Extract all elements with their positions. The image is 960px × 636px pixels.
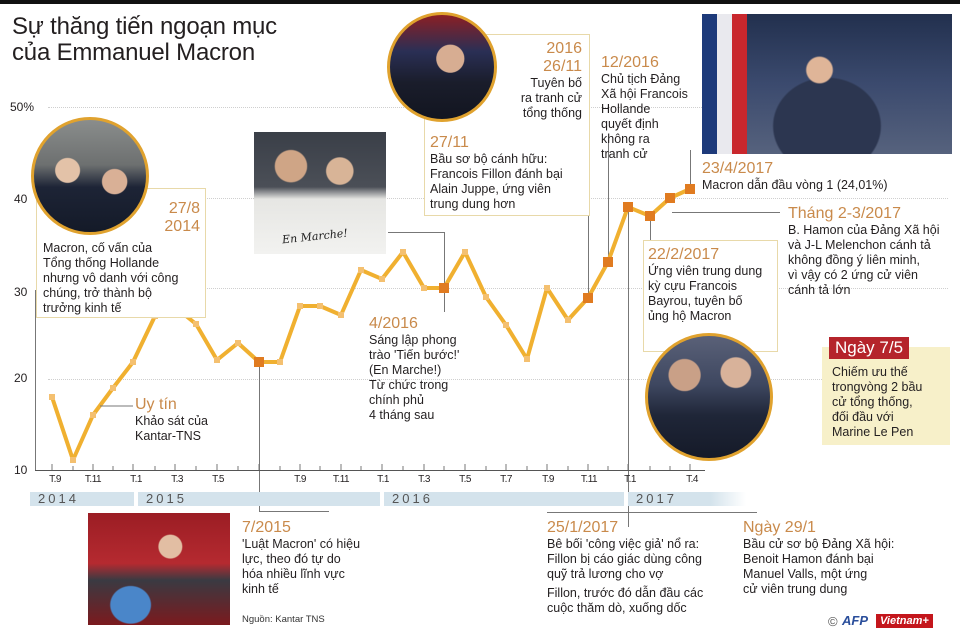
- event-2017-05: Chiếm ưu thế trongvòng 2 bầu cử tổng thố…: [832, 365, 923, 439]
- x-label: T.9: [49, 474, 61, 485]
- x-label: T.9: [294, 474, 306, 485]
- y-tick-20: 20: [14, 371, 28, 385]
- x-label: T.11: [84, 474, 102, 485]
- event-box-2017-05: [822, 347, 950, 445]
- event-2017-02-03: Tháng 2-3/2017 B. Hamon của Đảng Xã hội …: [788, 205, 940, 297]
- event-2017-04: 23/4/2017 Macron dẫn đầu vòng 1 (24,01%): [702, 160, 888, 192]
- gridline-30: [48, 288, 948, 289]
- connector-2015-h: [259, 511, 329, 512]
- vietnamplus-logo: Vietnam+: [876, 614, 933, 628]
- photo-macron-announce: [387, 12, 497, 122]
- event-date-2017-05: Ngày 7/5: [829, 337, 910, 359]
- x-label: T.5: [212, 474, 224, 485]
- x-label: T.4: [686, 474, 698, 485]
- series-legend: Uy tín Khảo sát của Kantar-TNS: [135, 396, 208, 443]
- connector-2016-04: [444, 232, 445, 312]
- event-2017-02: 22/2/2017 Ứng viên trung dung kỳ cựu Fra…: [648, 246, 763, 323]
- x-label: T.11: [332, 474, 350, 485]
- title-line-2: của Emmanuel Macron: [12, 39, 255, 66]
- year-bar-2017: 2017: [628, 492, 746, 506]
- photo-macron-assembly: [88, 513, 230, 625]
- connector-2014: [35, 290, 36, 470]
- gridline-20: [48, 379, 948, 380]
- event-2016-04: 4/2016 Sáng lập phong trào 'Tiến bước!' …: [369, 315, 460, 422]
- en-marche-shirt-text: En Marche!: [281, 226, 349, 247]
- connector-2017-02: [650, 216, 651, 240]
- y-tick-30: 30: [14, 285, 28, 299]
- connector-2017-01-h: [547, 512, 757, 513]
- photo-en-marche: En Marche!: [254, 132, 386, 254]
- event-2016-11-27: 27/11 Bầu sơ bộ cánh hữu: Francois Fillo…: [430, 134, 563, 211]
- event-2017-01-25: 25/1/2017 Bê bối 'công việc giả' nổ ra: …: [547, 519, 704, 615]
- event-2017-01-29: Ngày 29/1 Bầu cử sơ bộ Đảng Xã hội: Beno…: [743, 519, 895, 596]
- page-title: Sự thăng tiến ngoạn mục của Emmanuel Mac…: [12, 14, 277, 66]
- title-line-1: Sự thăng tiến ngoạn mục: [12, 13, 277, 40]
- year-bar-2015: 2015: [138, 492, 380, 506]
- photo-macron-hollande: [31, 117, 149, 235]
- event-2015: 7/2015 'Luật Macron' có hiệu lực, theo đ…: [242, 519, 361, 596]
- copyright-icon: ©: [828, 614, 838, 629]
- x-label: T.3: [171, 474, 183, 485]
- source-note: Nguồn: Kantar TNS: [242, 614, 325, 625]
- event-2016-12: 12/2016 Chủ tịch Đảng Xã hội Francois Ho…: [601, 54, 688, 161]
- x-label: T.1: [130, 474, 142, 485]
- connector-2017-01: [628, 207, 629, 527]
- afp-logo: AFP: [842, 613, 868, 628]
- connector-2017-04: [690, 150, 691, 190]
- x-label: T.11: [580, 474, 598, 485]
- y-tick-10: 10: [14, 463, 28, 477]
- y-tick-50: 50%: [10, 100, 35, 114]
- x-label: T.3: [418, 474, 430, 485]
- event-date-2014: 27/8 2014: [164, 200, 200, 235]
- x-label: T.9: [542, 474, 554, 485]
- connector-2016-12: [608, 140, 609, 265]
- connector-2017-23: [672, 212, 780, 213]
- x-label: T.5: [459, 474, 471, 485]
- connector-2016-11: [588, 215, 589, 300]
- x-label: T.1: [624, 474, 636, 485]
- series-title: Uy tín: [135, 396, 177, 413]
- event-2016-11-26: 2016 26/11 Tuyên bố ra tranh cử tổng thố…: [520, 40, 582, 120]
- year-bar-2016: 2016: [384, 492, 624, 506]
- x-axis-ticks: [51, 464, 691, 470]
- photo-macron-bayrou: [645, 333, 773, 461]
- y-tick-40: 40: [14, 192, 28, 206]
- x-axis: [35, 470, 705, 471]
- x-label: T.7: [500, 474, 512, 485]
- photo-macron-victory: [702, 14, 952, 154]
- connector-2015: [259, 362, 260, 512]
- connector-2016-04-h: [388, 232, 445, 233]
- event-text-2014: Macron, cố vấn của Tổng thống Hollande n…: [43, 241, 179, 315]
- year-bar-2014: 2014: [30, 492, 134, 506]
- x-label: T.1: [377, 474, 389, 485]
- top-border: [0, 0, 960, 4]
